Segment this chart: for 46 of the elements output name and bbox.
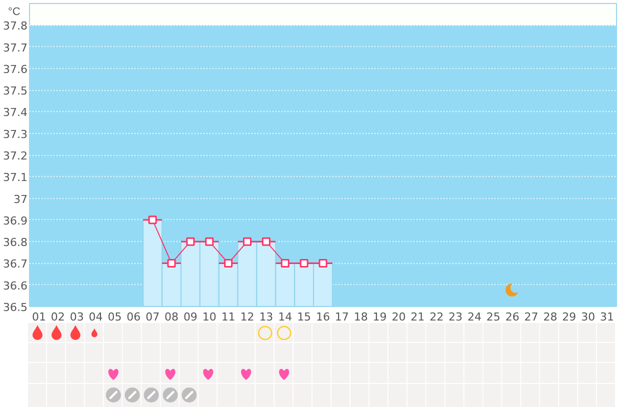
y-tick-label: 36.5 bbox=[3, 301, 28, 314]
x-tick-label: 02 bbox=[50, 310, 65, 324]
y-tick-label: 37.3 bbox=[3, 128, 28, 141]
x-tick-label: 14 bbox=[278, 310, 292, 324]
x-tick-label: 04 bbox=[88, 310, 103, 324]
x-tick-label: 30 bbox=[581, 310, 596, 324]
y-tick-label: 36.6 bbox=[3, 279, 28, 292]
x-tick-label: 15 bbox=[297, 310, 312, 324]
y-tick-label: 36.8 bbox=[3, 236, 28, 250]
x-tick-label: 16 bbox=[316, 310, 330, 324]
x-tick-label: 27 bbox=[524, 310, 538, 324]
x-tick-label: 11 bbox=[221, 310, 236, 324]
y-tick-label: 37.2 bbox=[3, 150, 28, 162]
y-tick-label: 36.9 bbox=[3, 214, 28, 228]
y-tick-label: 37.6 bbox=[3, 62, 28, 76]
x-tick-label: 31 bbox=[600, 310, 614, 324]
y-tick-label: 36.7 bbox=[3, 258, 28, 271]
y-tick-label: 37.5 bbox=[3, 84, 28, 98]
x-tick-label: 20 bbox=[392, 310, 406, 324]
x-tick-label: 12 bbox=[240, 310, 254, 324]
x-tick-label: 17 bbox=[334, 310, 349, 324]
x-tick-label: 18 bbox=[354, 310, 368, 324]
x-tick-label: 29 bbox=[562, 310, 576, 324]
x-tick-label: 05 bbox=[108, 310, 122, 324]
x-tick-label: 22 bbox=[430, 310, 444, 324]
x-tick-label: 07 bbox=[146, 310, 160, 324]
y-axis-title: °C bbox=[8, 6, 20, 18]
x-tick-label: 24 bbox=[467, 310, 482, 324]
y-tick-label: 37.1 bbox=[3, 171, 28, 184]
y-tick-label: 37.8 bbox=[3, 20, 28, 33]
x-tick-label: 25 bbox=[486, 310, 500, 324]
x-tick-label: 19 bbox=[372, 310, 387, 324]
x-tick-label: 06 bbox=[126, 310, 141, 324]
x-tick-label: 13 bbox=[259, 310, 274, 324]
x-tick-label: 21 bbox=[410, 310, 425, 324]
x-tick-label: 09 bbox=[183, 310, 198, 324]
x-tick-label: 01 bbox=[32, 310, 46, 324]
y-tick-label: 37.4 bbox=[3, 106, 28, 120]
x-tick-label: 10 bbox=[202, 310, 216, 324]
x-tick-label: 28 bbox=[543, 310, 558, 324]
x-tick-label: 26 bbox=[505, 310, 520, 324]
y-tick-label: 37.7 bbox=[3, 41, 28, 54]
x-tick-label: 08 bbox=[164, 310, 179, 324]
x-tick-label: 03 bbox=[70, 310, 84, 324]
y-tick-label: 37 bbox=[14, 192, 28, 206]
x-tick-label: 23 bbox=[448, 310, 463, 324]
